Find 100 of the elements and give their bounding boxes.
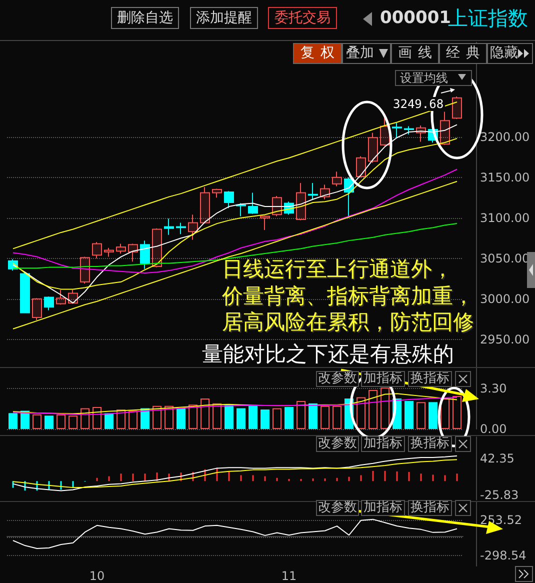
- bar: [212, 403, 222, 429]
- annotation: 改参数: [316, 500, 359, 516]
- y-tick-label: 42.35: [480, 451, 514, 466]
- bar: [56, 414, 66, 429]
- y-tick-label: 3200.00: [480, 130, 530, 144]
- bar: [368, 390, 378, 429]
- bar: [296, 400, 306, 429]
- candlestick: [404, 126, 414, 135]
- y-tick-label: -25.83: [480, 488, 519, 502]
- candlestick: [200, 186, 210, 224]
- bar: [188, 404, 198, 429]
- bar: [416, 402, 426, 429]
- candlestick: [80, 256, 90, 284]
- bar: [104, 413, 114, 429]
- y-tick-label: 253.52: [480, 512, 522, 527]
- bar: [308, 403, 318, 429]
- annotation: 换指标: [408, 500, 452, 516]
- annotation: 改参数: [316, 436, 359, 452]
- candlestick: [128, 243, 138, 262]
- candlestick: [116, 243, 126, 254]
- text: 委托交易: [268, 7, 337, 29]
- candlestick: [20, 272, 30, 314]
- bar: [452, 396, 462, 429]
- line-series: [12, 101, 458, 250]
- bar: [152, 406, 162, 429]
- bar: [128, 410, 138, 429]
- text: 删除自选: [111, 7, 179, 29]
- annotation: 设置均线: [395, 70, 472, 86]
- candlestick: [188, 214, 198, 240]
- bar: [284, 407, 294, 429]
- annotation: 3249.68: [392, 97, 445, 111]
- annotation: 复权: [293, 43, 342, 64]
- bar: [440, 398, 450, 429]
- candlestick: [152, 228, 162, 268]
- y-tick-label: 3100.00: [480, 210, 530, 225]
- bar: [356, 397, 366, 429]
- bar: [200, 398, 210, 429]
- y-tick-label: 3000.00: [480, 292, 530, 306]
- annotation: 经典: [439, 43, 487, 64]
- bar: [404, 400, 414, 429]
- candlestick: [356, 156, 366, 178]
- candlestick: [368, 132, 378, 164]
- bar: [272, 408, 282, 429]
- candlestick: [164, 218, 174, 236]
- candlestick: [332, 171, 342, 187]
- text: 隐藏: [487, 43, 533, 64]
- bar: [80, 408, 90, 429]
- annotation: 画线: [391, 43, 439, 64]
- bar: [32, 414, 42, 429]
- bar: [8, 413, 18, 429]
- bar: [248, 406, 258, 429]
- candlestick: [452, 96, 462, 120]
- y-tick-label: 2950.00: [480, 332, 530, 346]
- y-tick-label: 3150.00: [480, 170, 530, 184]
- annotation: 价量背离、指标背离加重，: [222, 283, 474, 309]
- annotation: 叠加: [342, 43, 391, 64]
- candlestick: [32, 298, 42, 320]
- candlestick: [176, 222, 186, 235]
- candlestick: [140, 240, 150, 270]
- candlestick: [440, 111, 450, 146]
- candlestick: [392, 122, 402, 139]
- annotation: 加指标: [361, 436, 405, 452]
- chart-subtitle: 000001: [380, 7, 451, 30]
- bar: [92, 407, 102, 429]
- y-tick-label: 3.30: [480, 382, 507, 396]
- annotation: 日线运行至上行通道外，: [222, 256, 453, 282]
- candlestick: [92, 242, 102, 259]
- candlestick: [248, 192, 258, 214]
- annotation: 换指标: [408, 436, 452, 452]
- candlestick: [44, 296, 54, 311]
- candlestick: [56, 290, 66, 306]
- bar: [320, 406, 330, 429]
- line-series: [12, 518, 458, 550]
- annotation: 换指标: [408, 371, 452, 387]
- annotation: 改参数: [316, 371, 359, 387]
- x-tick-label: 10: [89, 569, 105, 583]
- candlestick: [260, 214, 270, 231]
- y-tick-label: -298.54: [480, 548, 526, 562]
- bar: [68, 416, 78, 429]
- bar: [260, 409, 270, 429]
- line-series: [12, 397, 458, 416]
- annotation: 加指标: [361, 371, 405, 387]
- text: 添加提醒: [190, 7, 258, 29]
- bar: [44, 416, 54, 429]
- candlestick: [308, 182, 318, 200]
- y-tick-label: 0.00: [480, 422, 507, 436]
- candlestick: [296, 182, 306, 221]
- annotation: 居高风险在累积，防范回修: [222, 309, 474, 335]
- chart-title: 上证指数: [448, 5, 528, 32]
- annotation: 加指标: [361, 500, 405, 516]
- bar: [332, 406, 342, 429]
- candlestick: [104, 247, 114, 258]
- bar: [176, 408, 186, 429]
- bar: [236, 408, 246, 429]
- candlestick: [212, 188, 222, 198]
- x-tick-label: 11: [281, 569, 297, 583]
- annotation: 量能对比之下还是有悬殊的: [202, 341, 454, 367]
- candlestick: [224, 190, 234, 209]
- bar: [428, 402, 438, 429]
- bar: [224, 404, 234, 429]
